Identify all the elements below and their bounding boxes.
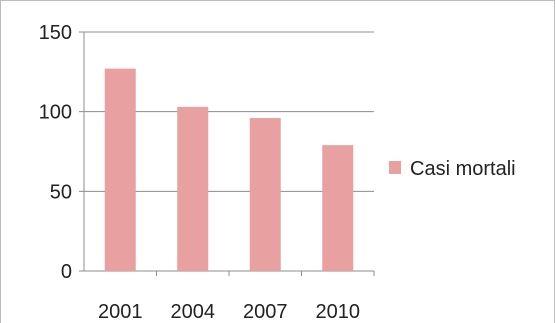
y-tick-label: 0 — [61, 261, 72, 283]
x-tick-label: 2010 — [316, 301, 361, 323]
y-tick-label: 100 — [39, 102, 72, 124]
x-tick-label: 2004 — [171, 301, 216, 323]
y-tick-label: 50 — [50, 181, 72, 203]
bar-2004 — [177, 106, 209, 272]
bar-2001 — [104, 68, 136, 271]
x-tick-label: 2001 — [98, 301, 143, 323]
y-tick-label: 150 — [39, 22, 72, 44]
y-tick-labels: 0 50 100 150 — [39, 22, 72, 283]
x-tick-label: 2007 — [243, 301, 288, 323]
bar-2010 — [322, 145, 354, 271]
bar-2007 — [249, 118, 281, 271]
legend-swatch — [389, 161, 401, 174]
legend: Casi mortali — [389, 158, 516, 180]
legend-label: Casi mortali — [410, 158, 516, 180]
bars — [104, 68, 354, 272]
x-tick-labels: 2001 2004 2007 2010 — [98, 301, 360, 323]
